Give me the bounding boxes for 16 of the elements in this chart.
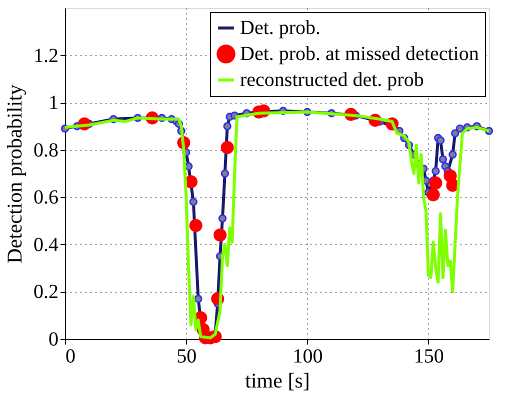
x-tick-label: 100 [292, 346, 323, 368]
x-axis-title: time [s] [245, 368, 310, 392]
y-tick-label: 0.6 [34, 186, 58, 209]
y-tick-label: 1 [48, 92, 58, 114]
x-tick-label: 0 [66, 346, 76, 368]
legend-label: reconstructed det. prob [240, 69, 424, 91]
x-tick-label: 50 [176, 346, 197, 368]
legend-label: Det. prob. [240, 17, 321, 39]
legend-label: Det. prob. at missed detection [240, 43, 479, 65]
y-axis-title: Detection probability [2, 84, 26, 264]
y-tick-label: 0 [48, 328, 58, 350]
y-tick-label: 0.4 [34, 234, 58, 256]
y-tick-label: 0.2 [34, 281, 58, 304]
y-tick-label: 0.8 [34, 139, 58, 162]
x-tick-label: 150 [414, 346, 444, 368]
y-tick-label: 1.2 [34, 44, 58, 67]
